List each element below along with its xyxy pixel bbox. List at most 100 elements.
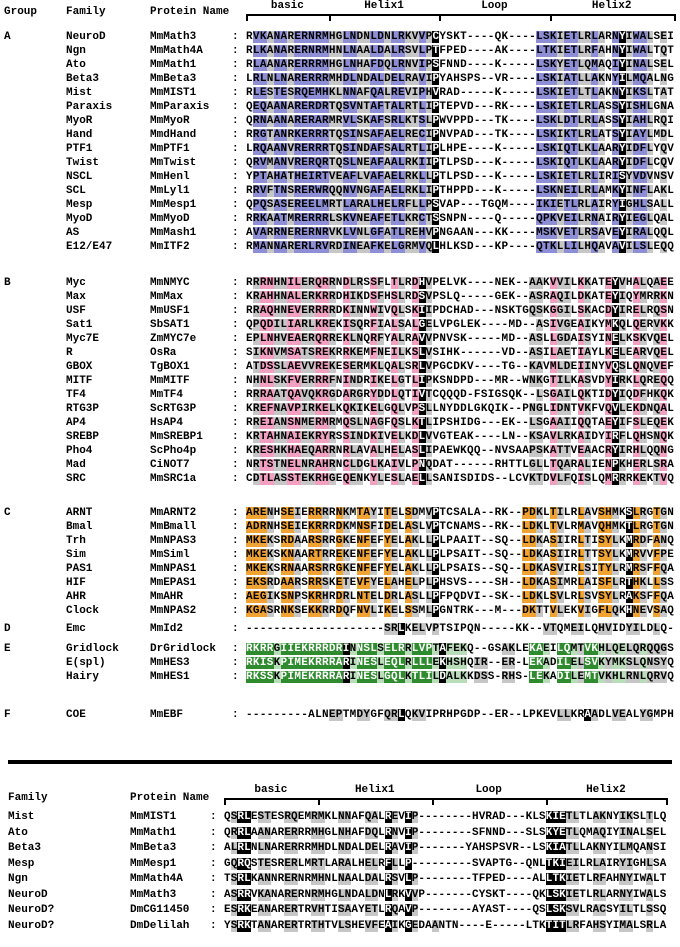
residue: K bbox=[266, 549, 274, 561]
residue: L bbox=[522, 657, 530, 669]
residue: A bbox=[294, 563, 302, 575]
residue: L bbox=[294, 291, 302, 303]
residue: S bbox=[230, 873, 238, 885]
residue: I bbox=[266, 417, 274, 429]
residue: - bbox=[505, 873, 513, 885]
residue: V bbox=[556, 319, 564, 331]
residue: I bbox=[612, 171, 619, 183]
residue: R bbox=[237, 857, 245, 870]
residue: K bbox=[549, 143, 557, 155]
residue: L bbox=[384, 87, 392, 99]
residue: K bbox=[536, 657, 543, 669]
residue: - bbox=[480, 143, 488, 155]
alignment-row: MyoR MmMyoR: QRNAANARERARMRVLSKAFSRLKTSLPW… bbox=[0, 114, 674, 128]
residue: R bbox=[335, 643, 343, 655]
residue: A bbox=[522, 445, 530, 457]
residue: E bbox=[653, 375, 661, 387]
residue: N bbox=[349, 241, 357, 253]
alignment-row: GBOX TgBOX1: ATDSSLAEVVREKESERMKLQALSRLVPG… bbox=[0, 360, 674, 374]
residue: F bbox=[384, 417, 392, 429]
residue: A bbox=[639, 31, 647, 43]
residue: A bbox=[273, 129, 281, 141]
residue: R bbox=[315, 59, 322, 71]
residue: V bbox=[349, 227, 357, 239]
residue: A bbox=[598, 101, 606, 113]
residue: A bbox=[266, 115, 274, 127]
residue: K bbox=[639, 333, 647, 345]
residue: R bbox=[294, 185, 302, 197]
residue: D bbox=[252, 521, 260, 533]
residue: V bbox=[432, 87, 440, 99]
residue: V bbox=[618, 277, 626, 289]
residue: K bbox=[618, 507, 626, 519]
residue: - bbox=[480, 459, 488, 471]
residue: Y bbox=[606, 919, 613, 932]
residue: H bbox=[273, 431, 281, 443]
residue: H bbox=[453, 73, 461, 85]
residue: E bbox=[356, 347, 364, 359]
residue: P bbox=[453, 129, 461, 141]
residue: S bbox=[349, 417, 357, 429]
residue: N bbox=[280, 227, 288, 239]
residue: E bbox=[501, 291, 509, 303]
protein-name: DmDelilah bbox=[130, 919, 190, 932]
residue: L bbox=[384, 577, 392, 589]
residue: - bbox=[431, 857, 439, 870]
residue: - bbox=[525, 873, 533, 885]
residue: S bbox=[632, 811, 640, 823]
residue: - bbox=[487, 115, 495, 127]
residue: F bbox=[377, 185, 385, 197]
residue: R bbox=[308, 157, 316, 169]
residue: L bbox=[598, 347, 606, 359]
residue: R bbox=[404, 333, 412, 345]
residue: R bbox=[308, 459, 316, 471]
residue: H bbox=[273, 291, 281, 303]
residue: T bbox=[563, 199, 571, 211]
residue: T bbox=[297, 904, 305, 916]
residue: L bbox=[667, 227, 675, 239]
residue: I bbox=[266, 591, 274, 603]
residue: I bbox=[591, 577, 599, 589]
residue: - bbox=[508, 73, 516, 85]
residue: L bbox=[591, 143, 599, 155]
residue: S bbox=[266, 671, 274, 683]
residue: H bbox=[598, 623, 606, 635]
residue: Y bbox=[605, 591, 613, 603]
family-label: Myc bbox=[66, 277, 86, 289]
residue: K bbox=[508, 417, 516, 429]
residue: K bbox=[411, 417, 419, 429]
colon-separator: : bbox=[210, 842, 217, 854]
residue: I bbox=[294, 431, 302, 443]
residue: F bbox=[377, 291, 385, 303]
residue: L bbox=[612, 535, 619, 547]
residue: D bbox=[639, 535, 647, 547]
residue: T bbox=[259, 171, 267, 183]
alignment-row: E Gridlock DrGridlock: RKRRGIIEKRRRDRINNSLS… bbox=[0, 642, 674, 656]
alignment-row: AP4 HsAP4: RREIANSNMERMRMQSLNAGFQSLKTLIPSH… bbox=[0, 416, 674, 430]
residue: N bbox=[494, 305, 502, 317]
residue: A bbox=[351, 904, 359, 916]
residue: - bbox=[438, 811, 446, 823]
residue: V bbox=[549, 473, 557, 485]
residue: R bbox=[321, 535, 329, 547]
residue: L bbox=[418, 185, 426, 197]
residue: - bbox=[505, 904, 513, 916]
residue: - bbox=[438, 857, 446, 870]
residue: - bbox=[667, 623, 675, 635]
residue: E bbox=[301, 277, 309, 289]
residue: Q bbox=[605, 403, 613, 415]
residue: P bbox=[411, 459, 419, 471]
residue: P bbox=[432, 549, 440, 561]
residue: V bbox=[556, 521, 564, 533]
residue: - bbox=[508, 507, 516, 519]
residue: A bbox=[542, 535, 550, 547]
residue: P bbox=[453, 171, 461, 183]
family-label: MITF bbox=[66, 375, 93, 387]
residue: - bbox=[480, 333, 488, 345]
residue: N bbox=[273, 31, 281, 43]
residue: E bbox=[250, 904, 258, 916]
sequence: KRESHKHAEQARRNRLAVALHELASLIPAEWKQQ--NVSA… bbox=[246, 444, 674, 458]
residue: Q bbox=[667, 473, 675, 485]
residue: I bbox=[331, 904, 338, 916]
residue: A bbox=[460, 521, 467, 533]
